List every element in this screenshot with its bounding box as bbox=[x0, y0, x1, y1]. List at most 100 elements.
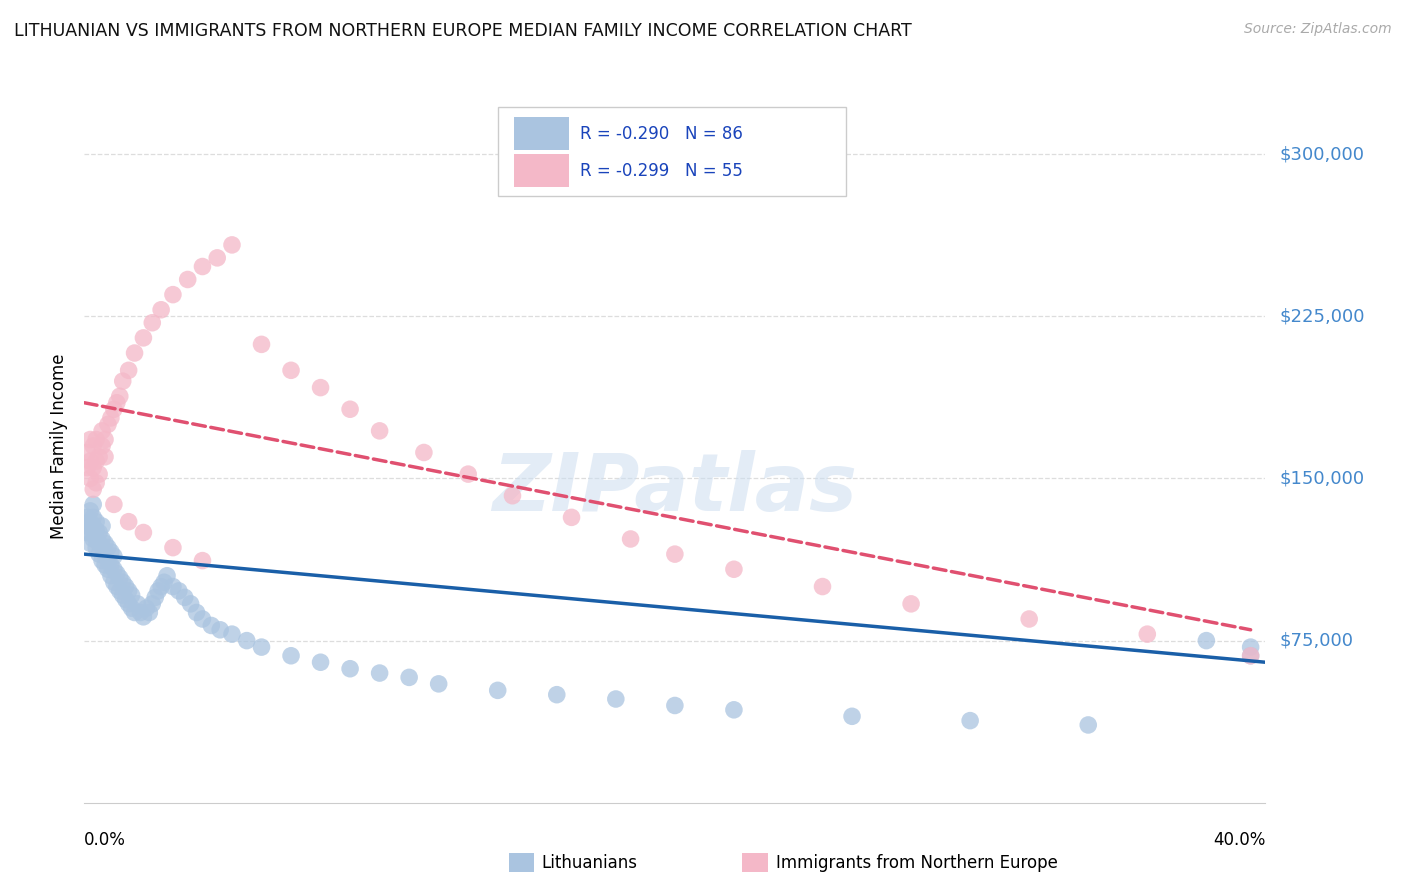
Point bbox=[79, 515, 101, 529]
Point bbox=[1240, 648, 1263, 663]
Point bbox=[141, 597, 163, 611]
Point bbox=[124, 606, 146, 620]
Point bbox=[309, 655, 332, 669]
Point bbox=[82, 532, 104, 546]
Point bbox=[132, 610, 155, 624]
Point bbox=[121, 601, 143, 615]
Point bbox=[111, 374, 134, 388]
Point bbox=[457, 467, 479, 482]
Point bbox=[150, 302, 173, 317]
Point bbox=[191, 612, 214, 626]
Point bbox=[82, 439, 104, 453]
Point bbox=[100, 568, 122, 582]
Point bbox=[84, 454, 107, 468]
Point bbox=[94, 547, 117, 561]
Point bbox=[91, 553, 114, 567]
Point bbox=[205, 251, 228, 265]
Point bbox=[280, 648, 302, 663]
Point bbox=[108, 583, 131, 598]
Point bbox=[368, 666, 391, 681]
Point bbox=[114, 580, 136, 594]
Point bbox=[105, 396, 128, 410]
Point bbox=[235, 633, 259, 648]
Point bbox=[173, 591, 195, 605]
Point bbox=[132, 525, 155, 540]
Point bbox=[105, 566, 128, 581]
Point bbox=[368, 424, 391, 438]
Text: Source: ZipAtlas.com: Source: ZipAtlas.com bbox=[1244, 22, 1392, 37]
Point bbox=[84, 433, 107, 447]
Point bbox=[141, 316, 163, 330]
Point bbox=[162, 580, 184, 594]
Point bbox=[723, 562, 745, 576]
Point bbox=[129, 606, 152, 620]
Point bbox=[546, 688, 568, 702]
Text: $75,000: $75,000 bbox=[1279, 632, 1354, 649]
Point bbox=[162, 541, 184, 555]
Point bbox=[84, 475, 107, 490]
Point bbox=[156, 568, 179, 582]
Point bbox=[91, 439, 114, 453]
Point bbox=[82, 510, 104, 524]
Point bbox=[100, 545, 122, 559]
Point bbox=[82, 482, 104, 496]
Point bbox=[118, 363, 141, 377]
Point bbox=[87, 547, 111, 561]
Point bbox=[124, 346, 146, 360]
Point bbox=[150, 580, 173, 594]
Point bbox=[664, 547, 686, 561]
Point bbox=[87, 536, 111, 550]
Point bbox=[121, 588, 143, 602]
Point bbox=[79, 454, 101, 468]
Text: $300,000: $300,000 bbox=[1279, 145, 1364, 163]
Point bbox=[103, 497, 125, 511]
Point bbox=[148, 583, 170, 598]
Point bbox=[619, 532, 641, 546]
Point bbox=[97, 417, 120, 432]
Point bbox=[91, 424, 114, 438]
Point bbox=[900, 597, 922, 611]
Point bbox=[339, 402, 361, 417]
Point bbox=[1240, 648, 1263, 663]
Point bbox=[103, 575, 125, 590]
Point bbox=[560, 510, 583, 524]
Point bbox=[87, 450, 111, 464]
Point bbox=[79, 504, 101, 518]
Point bbox=[91, 532, 114, 546]
Point bbox=[84, 524, 107, 538]
Text: $150,000: $150,000 bbox=[1279, 469, 1364, 487]
Point bbox=[76, 519, 98, 533]
Point bbox=[79, 536, 101, 550]
Point bbox=[76, 445, 98, 459]
Y-axis label: Median Family Income: Median Family Income bbox=[51, 353, 69, 539]
Point bbox=[339, 662, 361, 676]
Point bbox=[1077, 718, 1099, 732]
FancyBboxPatch shape bbox=[498, 107, 846, 196]
Point bbox=[959, 714, 981, 728]
Point bbox=[97, 553, 120, 567]
Point bbox=[250, 640, 273, 654]
Point bbox=[82, 460, 104, 475]
Point bbox=[605, 692, 627, 706]
Point bbox=[186, 606, 208, 620]
Point bbox=[153, 575, 176, 590]
Point bbox=[132, 331, 155, 345]
Point bbox=[191, 553, 214, 567]
Point bbox=[111, 588, 134, 602]
Point bbox=[103, 402, 125, 417]
Text: R = -0.290   N = 86: R = -0.290 N = 86 bbox=[581, 125, 744, 143]
Point bbox=[94, 450, 117, 464]
Point bbox=[250, 337, 273, 351]
Point bbox=[1018, 612, 1040, 626]
Point bbox=[398, 670, 420, 684]
Point bbox=[91, 519, 114, 533]
Point bbox=[118, 515, 141, 529]
Point bbox=[105, 580, 128, 594]
Text: $225,000: $225,000 bbox=[1279, 307, 1365, 326]
Text: R = -0.299   N = 55: R = -0.299 N = 55 bbox=[581, 161, 744, 179]
Point bbox=[94, 536, 117, 550]
Point bbox=[114, 592, 136, 607]
Point bbox=[811, 580, 834, 594]
Point bbox=[103, 549, 125, 564]
Point bbox=[180, 597, 202, 611]
